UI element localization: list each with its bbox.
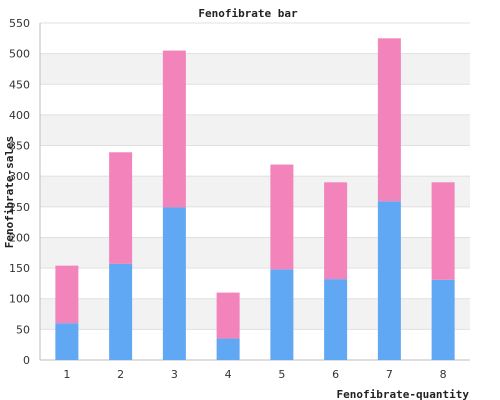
- x-tick-label: 4: [225, 368, 232, 381]
- y-tick-label: 300: [9, 170, 30, 183]
- bar-segment-1-5: [270, 269, 294, 360]
- y-tick-label: 200: [9, 231, 30, 244]
- y-tick-label: 550: [9, 17, 30, 30]
- bar-segment-2-8: [431, 182, 455, 280]
- x-axis-title: Fenofibrate-quantity: [337, 388, 470, 400]
- y-tick-label: 400: [9, 109, 30, 122]
- y-tick-label: 50: [16, 323, 30, 336]
- x-tick-label: 2: [117, 368, 124, 381]
- y-tick-label: 350: [9, 140, 30, 153]
- grid-band: [40, 176, 470, 207]
- bar-segment-1-4: [216, 338, 240, 360]
- grid-band: [40, 237, 470, 269]
- bar-segment-1-3: [162, 207, 186, 360]
- grid-band: [40, 53, 470, 85]
- bars: [55, 38, 455, 360]
- bar-segment-1-2: [109, 263, 133, 360]
- grid-band: [40, 298, 470, 330]
- y-tick-label: 0: [23, 354, 30, 367]
- y-tick-labels: 0 50 100 150 200 250 300 350 400 450 500 550: [9, 17, 30, 367]
- x-tick-label: 7: [386, 368, 393, 381]
- y-tick-label: 150: [9, 262, 30, 275]
- y-tick-label: 250: [9, 201, 30, 214]
- chart-title: Fenofibrate bar: [198, 7, 298, 20]
- x-tick-label: 8: [440, 368, 447, 381]
- background-bands: [40, 53, 470, 330]
- bar-segment-2-5: [270, 164, 294, 270]
- bar-segment-1-8: [431, 279, 455, 360]
- y-tick-label: 450: [9, 78, 30, 91]
- x-tick-labels: 1 2 3 4 5 6 7 8: [63, 368, 446, 381]
- bar-segment-2-2: [109, 152, 133, 264]
- bar-segment-1-6: [324, 279, 348, 360]
- x-tick-label: 6: [332, 368, 339, 381]
- bar-segment-1-7: [377, 201, 401, 360]
- y-axis-title: Fenofibrate-sales: [3, 136, 16, 249]
- bar-segment-2-1: [55, 265, 79, 324]
- y-tick-label: 500: [9, 48, 30, 61]
- bar-segment-2-6: [324, 182, 348, 280]
- bar-segment-2-3: [162, 50, 186, 208]
- grid-band: [40, 114, 470, 146]
- bar-segment-2-7: [377, 38, 401, 202]
- x-tick-label: 1: [63, 368, 70, 381]
- bar-segment-1-1: [55, 323, 79, 360]
- y-tick-label: 100: [9, 293, 30, 306]
- x-tick-label: 3: [171, 368, 178, 381]
- x-tick-label: 5: [278, 368, 285, 381]
- bar-segment-2-4: [216, 292, 240, 339]
